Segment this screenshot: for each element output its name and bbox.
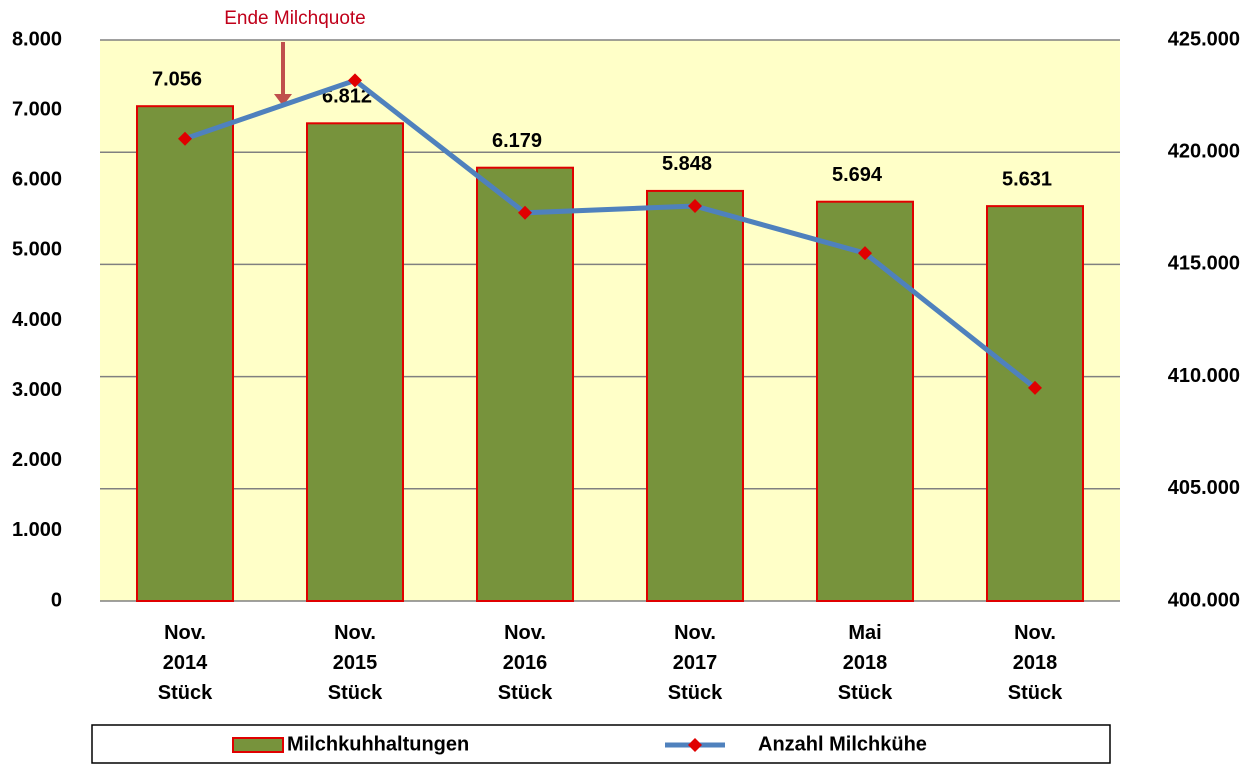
line-marker xyxy=(178,131,192,146)
x-tick-label: Nov. 2016 Stück xyxy=(498,622,553,704)
bar xyxy=(136,105,234,602)
bar xyxy=(986,205,1084,602)
x-tick-label: Nov. 2018 Stück xyxy=(1008,622,1063,704)
legend-label: Anzahl Milchkühe xyxy=(758,733,927,755)
bar xyxy=(306,122,404,602)
y-tick-label: 8.000 xyxy=(12,28,62,50)
y2-tick-label: 415.000 xyxy=(1168,253,1240,275)
y-tick-label: 3.000 xyxy=(12,379,62,401)
y-tick-label: 0 xyxy=(51,589,62,611)
value-label: 5.848 xyxy=(662,153,712,175)
plot-area xyxy=(100,40,1120,601)
value-label: 5.694 xyxy=(832,164,883,186)
line-marker xyxy=(348,73,362,88)
y2-tick-label: 400.000 xyxy=(1168,589,1240,611)
y2-tick-label: 420.000 xyxy=(1168,140,1240,162)
legend-label: Milchkuhhaltungen xyxy=(287,733,469,755)
y2-tick-label: 425.000 xyxy=(1168,28,1240,50)
y2-tick-label: 405.000 xyxy=(1168,477,1240,499)
value-label: 6.812 xyxy=(322,86,372,108)
line-marker xyxy=(518,205,532,220)
legend-swatch xyxy=(232,737,284,753)
line xyxy=(184,77,1037,390)
y-tick-label: 6.000 xyxy=(12,169,62,191)
line-marker xyxy=(858,246,872,261)
y2-tick-label: 410.000 xyxy=(1168,365,1240,387)
annotation-arrowhead xyxy=(274,94,292,106)
value-label: 6.179 xyxy=(492,130,542,152)
x-tick-label: Nov. 2014 Stück xyxy=(158,622,213,704)
x-tick-label: Nov. 2017 Stück xyxy=(668,622,723,704)
value-label: 7.056 xyxy=(152,68,202,90)
bar xyxy=(646,189,744,602)
line-marker xyxy=(688,199,702,214)
x-tick-label: Nov. 2015 Stück xyxy=(328,622,383,704)
bar xyxy=(816,200,914,602)
y-tick-label: 5.000 xyxy=(12,239,62,261)
bar xyxy=(476,166,574,602)
y-tick-label: 2.000 xyxy=(12,449,62,471)
value-label: 5.631 xyxy=(1002,168,1052,190)
y-tick-label: 4.000 xyxy=(12,309,62,331)
x-tick-label: Mai 2018 Stück xyxy=(838,622,893,704)
y-tick-label: 7.000 xyxy=(12,98,62,120)
y-tick-label: 1.000 xyxy=(12,519,62,541)
annotation: Ende Milchquote xyxy=(224,8,366,29)
line-marker xyxy=(1028,380,1042,395)
legend-marker xyxy=(688,738,702,752)
